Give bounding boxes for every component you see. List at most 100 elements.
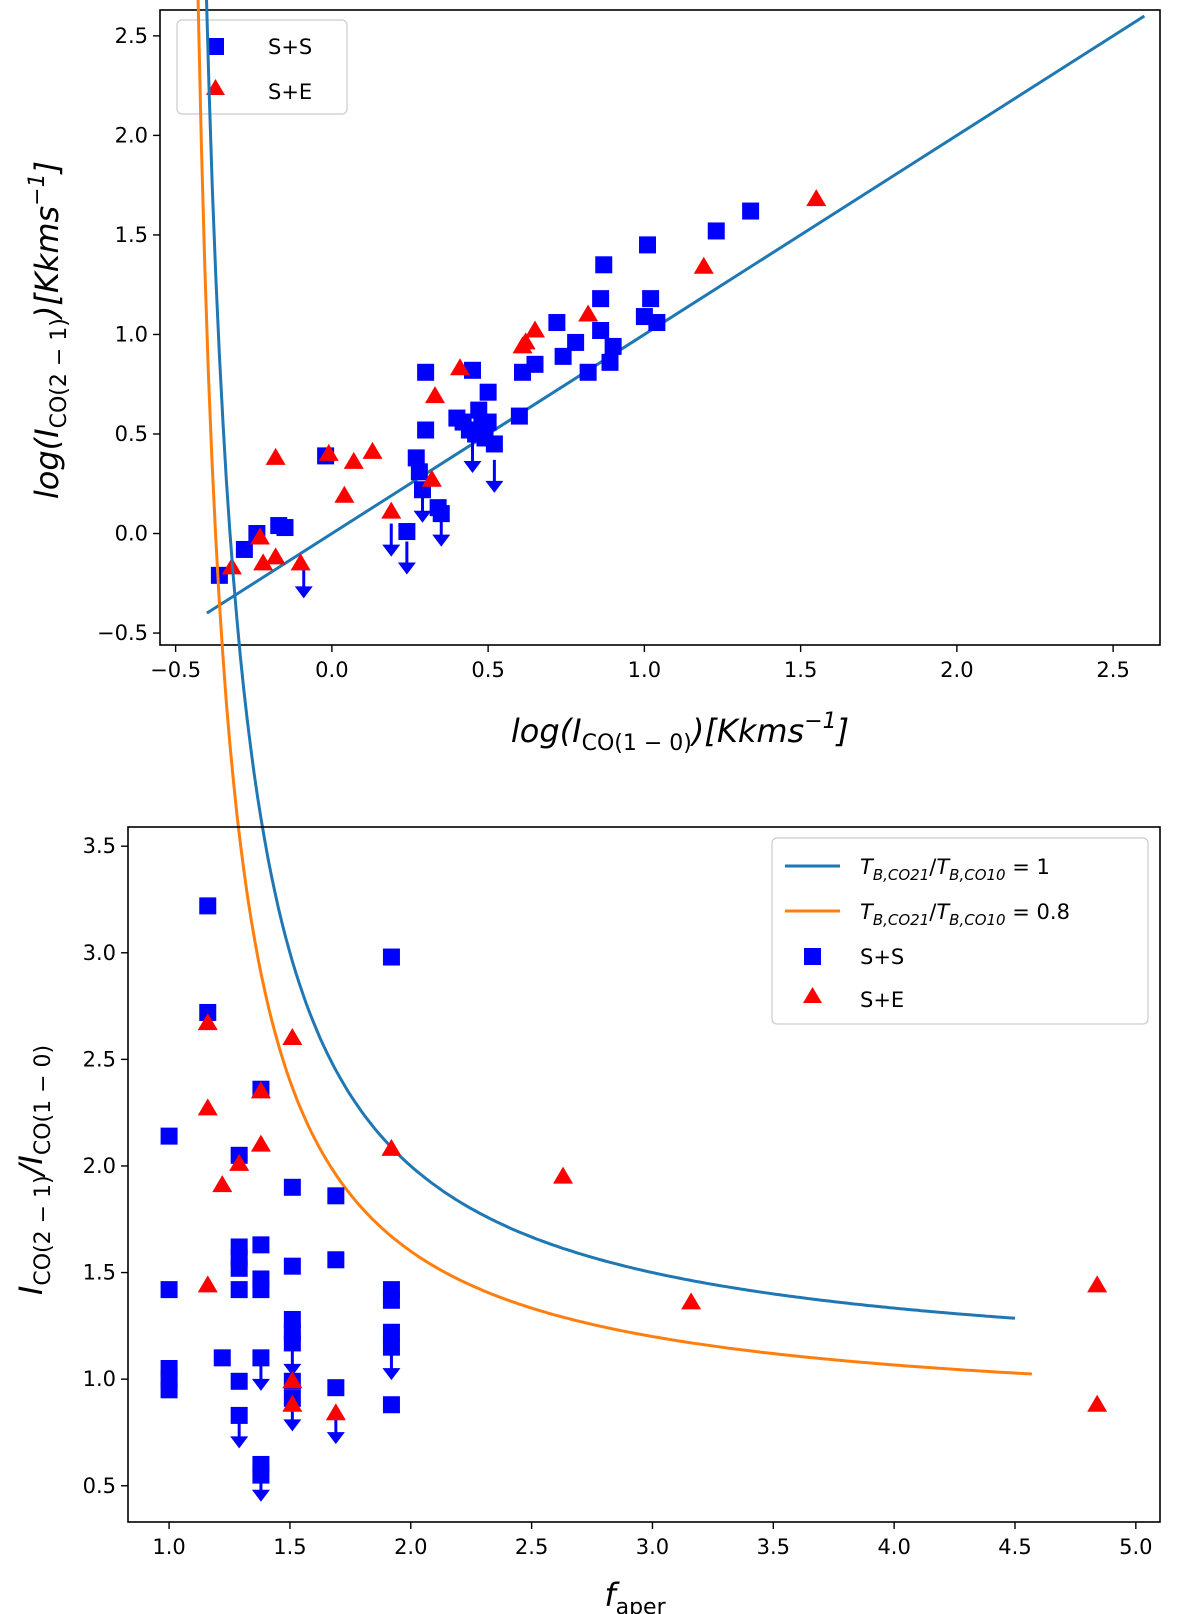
ss-data-point	[510, 407, 528, 425]
ss-data-point	[230, 1372, 248, 1390]
x-tick-label: 5.0	[1119, 1535, 1152, 1559]
se-data-point	[362, 441, 383, 459]
ss-data-point	[283, 1178, 301, 1196]
y-tick-label: 2.0	[115, 123, 148, 147]
upper-limit-arrowhead	[485, 480, 504, 493]
ss-data-point	[327, 1379, 345, 1397]
top-legend-box	[176, 19, 348, 115]
bottom-y-axis-label: ICO(2 − 1)/ICO(1 − 0)	[12, 1045, 56, 1295]
ss-data-point	[601, 353, 619, 371]
y-tick-label: 1.0	[115, 322, 148, 346]
upper-limit-arrowhead	[432, 534, 451, 547]
y-tick-label: 2.0	[83, 1154, 116, 1178]
ss-data-point	[639, 236, 656, 254]
legend-label-ratio-0.8: TB,CO21/TB,CO10 = 0.8	[860, 900, 1070, 929]
se-data-point	[806, 189, 827, 207]
se-data-point	[212, 1175, 233, 1193]
y-tick-label: 0.0	[115, 522, 148, 546]
x-tick-label: 2.5	[515, 1535, 548, 1559]
ss-data-point	[648, 314, 666, 332]
ss-data-point	[554, 347, 572, 365]
se-data-point	[282, 1371, 303, 1389]
se-data-point	[515, 332, 536, 350]
y-tick-label: −0.5	[97, 621, 148, 645]
se-data-point	[265, 447, 286, 465]
bottom-scatter-plot: 1.0 1.5 2.0 2.5 3.0 3.5 4.0 4.5 5.0 0.5 1.0 1.5 2.0 2…	[12, 0, 1161, 1614]
se-data-point	[197, 1098, 218, 1116]
top-legend-label-se: S+E	[268, 80, 312, 104]
ss-data-point	[382, 1396, 400, 1414]
se-data-point	[334, 485, 355, 503]
upper-limit-arrowhead	[283, 1419, 302, 1432]
x-tick-label: 2.0	[394, 1535, 427, 1559]
top-legend-label-ss: S+S	[268, 35, 312, 59]
y-tick-label: 2.5	[115, 24, 148, 48]
ss-data-point	[398, 523, 416, 541]
ss-data-point	[595, 256, 613, 274]
y-tick-label: 3.0	[83, 941, 116, 965]
y-tick-label: 0.5	[115, 422, 148, 446]
bottom-x-axis-label: faper	[604, 1576, 666, 1614]
x-tick-label: 4.0	[877, 1535, 910, 1559]
se-data-point	[450, 358, 470, 376]
ss-data-point	[327, 1187, 345, 1205]
x-tick-label: 4.5	[998, 1535, 1031, 1559]
ss-data-point	[479, 413, 497, 431]
ss-data-point	[417, 363, 435, 381]
ss-data-point	[432, 505, 450, 523]
ss-data-point	[382, 948, 400, 966]
se-data-point	[1087, 1394, 1108, 1412]
ss-data-point	[283, 1310, 301, 1328]
upper-limit-arrowhead	[382, 1368, 401, 1381]
se-data-point	[1087, 1275, 1108, 1293]
ss-data-point	[604, 337, 622, 355]
se-data-point	[250, 527, 270, 545]
se-data-point	[265, 547, 286, 565]
upper-limit-arrowhead	[283, 1363, 302, 1376]
se-data-point	[282, 1028, 303, 1046]
ss-data-point	[485, 435, 503, 453]
y-tick-label: 0.5	[83, 1474, 116, 1498]
ss-data-point	[210, 566, 228, 584]
bottom-legend-label-se: S+E	[860, 988, 904, 1012]
upper-limit-arrowhead	[413, 510, 432, 523]
bottom-legend-box	[771, 837, 1149, 1025]
ss-data-point	[235, 540, 253, 558]
ss-data-point	[160, 1127, 178, 1145]
se-data-point	[318, 443, 339, 461]
y-tick-label: 1.5	[83, 1261, 116, 1285]
top-scatter-plot: −0.5 0.0 0.5 1.0 1.5 2.0 2.5 −0.5 0.0 0.5 1.0 1.5 2.…	[25, 9, 1161, 756]
ss-data-point	[592, 321, 610, 339]
upper-limit-arrowhead	[397, 562, 416, 575]
ss-data-point	[417, 421, 435, 439]
se-data-point	[282, 1394, 303, 1412]
ss-data-point	[199, 897, 217, 915]
se-data-point	[325, 1403, 346, 1421]
se-data-point	[578, 304, 599, 322]
ss-data-point	[479, 383, 497, 401]
bottom-legend: TB,CO21/TB,CO10 = 1 TB,CO21/TB,CO10 = 0.…	[771, 837, 1149, 1025]
ss-data-point	[160, 1281, 178, 1299]
top-x-axis-label: log(ICO(1 − 0))[Kkms−1]	[511, 709, 849, 756]
one-to-one-line	[206, 14, 1146, 615]
upper-limit-arrowhead	[382, 544, 401, 557]
x-tick-label: −0.5	[150, 658, 201, 682]
se-data-point	[250, 1081, 271, 1099]
se-data-point	[421, 469, 442, 487]
upper-limit-arrowhead	[326, 1432, 345, 1445]
upper-limit-arrowhead	[251, 1378, 270, 1391]
ss-data-point	[707, 222, 725, 240]
ss-data-point	[252, 1236, 270, 1254]
x-tick-label: 1.5	[784, 658, 817, 682]
ss-data-point	[592, 290, 610, 308]
model-curve	[196, 0, 1032, 1376]
x-tick-label: 1.0	[628, 658, 661, 682]
se-data-point	[290, 553, 311, 571]
legend-label-ratio-1: TB,CO21/TB,CO10 = 1	[860, 855, 1050, 884]
x-tick-label: 2.5	[1096, 658, 1129, 682]
ss-data-point	[230, 1406, 248, 1424]
y-tick-label: 2.5	[83, 1047, 116, 1071]
se-data-point	[343, 451, 364, 469]
legend-triangle-marker	[206, 79, 225, 95]
